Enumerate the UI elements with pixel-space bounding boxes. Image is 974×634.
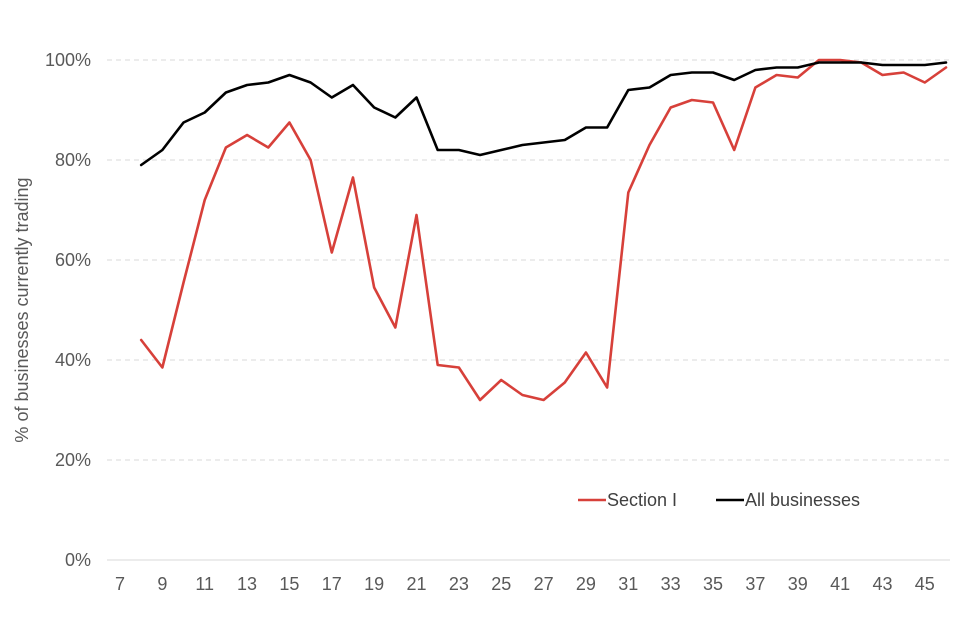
- x-tick-label: 41: [830, 574, 850, 594]
- y-tick-label: 100%: [45, 50, 91, 70]
- x-tick-label: 35: [703, 574, 723, 594]
- y-tick-label: 60%: [55, 250, 91, 270]
- x-tick-label: 13: [237, 574, 257, 594]
- legend-label: All businesses: [745, 490, 860, 510]
- series-line-0: [139, 58, 948, 402]
- x-tick-label: 29: [576, 574, 596, 594]
- x-tick-label: 7: [115, 574, 125, 594]
- y-tick-label: 20%: [55, 450, 91, 470]
- x-tick-label: 17: [322, 574, 342, 594]
- gridlines: [107, 59, 950, 461]
- x-tick-label: 31: [618, 574, 638, 594]
- x-tick-label: 23: [449, 574, 469, 594]
- x-tick-label: 25: [491, 574, 511, 594]
- x-tick-label: 45: [915, 574, 935, 594]
- x-tick-label: 21: [406, 574, 426, 594]
- y-tick-label: 0%: [65, 550, 91, 570]
- x-tick-label: 15: [279, 574, 299, 594]
- x-tick-label: 11: [195, 574, 214, 594]
- legend: Section I All businesses: [578, 490, 860, 510]
- x-tick-label: 43: [872, 574, 892, 594]
- y-tick-label: 80%: [55, 150, 91, 170]
- x-tick-label: 9: [157, 574, 167, 594]
- x-tick-label: 33: [661, 574, 681, 594]
- series-line-1: [139, 61, 948, 167]
- x-tick-label: 39: [788, 574, 808, 594]
- tick-labels: 0% 20% 40% 60% 80% 100% 7 9 11 13 15 17 19 21 23 25 27 29…: [45, 50, 935, 594]
- x-tick-label: 19: [364, 574, 384, 594]
- series-lines: [139, 58, 948, 402]
- legend-item: All businesses: [716, 490, 860, 510]
- x-tick-label: 27: [534, 574, 554, 594]
- legend-item: Section I: [578, 490, 677, 510]
- x-tick-label: 37: [745, 574, 765, 594]
- y-tick-label: 40%: [55, 350, 91, 370]
- legend-label: Section I: [607, 490, 677, 510]
- y-axis-title: % of businesses currently trading: [12, 177, 32, 442]
